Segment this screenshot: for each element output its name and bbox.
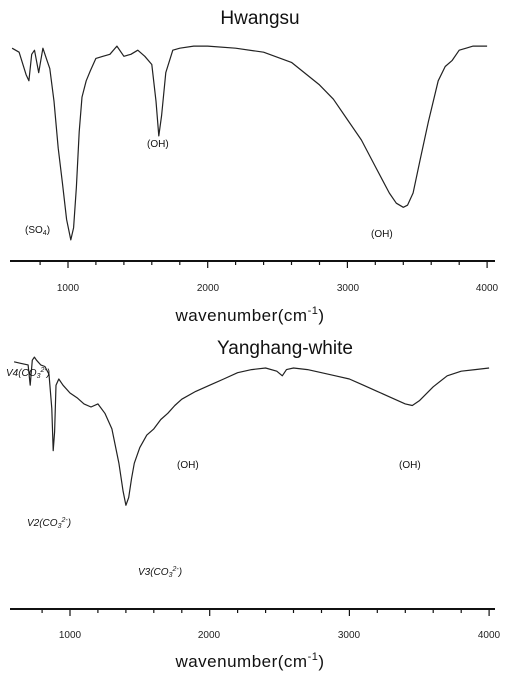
yanghang-x-axis-label: wavenumber(cm-1) bbox=[174, 651, 324, 671]
hwangsu-annotation-oh-right: (OH) bbox=[371, 229, 393, 240]
yanghang-panel: Yanghang-white 1000 2000 3000 4000 waven… bbox=[6, 338, 501, 671]
hwangsu-annotation-so4: (SO4) bbox=[25, 225, 50, 237]
yanghang-tick-label-1000: 1000 bbox=[59, 630, 82, 641]
hwangsu-x-ticks bbox=[39, 261, 488, 268]
hwangsu-panel: Hwangsu 1000 2000 3000 4000 wavenumber(c… bbox=[10, 8, 499, 325]
yanghang-annotation-v3-co3: V3(CO32-) bbox=[138, 566, 182, 579]
hwangsu-x-axis-label: wavenumber(cm-1) bbox=[174, 305, 324, 325]
hwangsu-spectrum-line bbox=[11, 45, 488, 241]
yanghang-annotation-oh-right: (OH) bbox=[399, 460, 421, 471]
hwangsu-tick-label-3000: 3000 bbox=[337, 283, 360, 294]
yanghang-annotation-v4-co3: V4(CO32-) bbox=[6, 367, 50, 380]
yanghang-annotation-oh-left: (OH) bbox=[177, 460, 199, 471]
yanghang-x-ticks bbox=[41, 609, 490, 616]
hwangsu-annotation-oh-left: (OH) bbox=[147, 139, 169, 150]
yanghang-tick-label-3000: 3000 bbox=[338, 630, 361, 641]
hwangsu-title: Hwangsu bbox=[220, 8, 299, 29]
yanghang-tick-label-4000: 4000 bbox=[478, 630, 501, 641]
hwangsu-tick-label-2000: 2000 bbox=[197, 283, 220, 294]
yanghang-annotation-v2-co3: V2(CO32-) bbox=[27, 517, 71, 530]
hwangsu-tick-label-4000: 4000 bbox=[476, 283, 499, 294]
hwangsu-tick-label-1000: 1000 bbox=[57, 283, 80, 294]
yanghang-tick-label-2000: 2000 bbox=[198, 630, 221, 641]
yanghang-title: Yanghang-white bbox=[217, 338, 353, 359]
yanghang-spectrum-line bbox=[13, 356, 490, 506]
